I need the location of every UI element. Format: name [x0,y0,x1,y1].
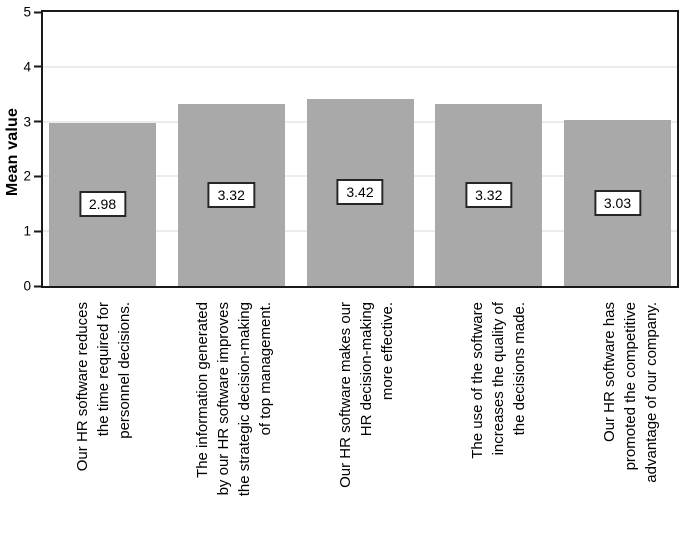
bar-3: 3.42 [306,98,414,286]
y-tick-mark [34,65,41,68]
gridline [43,66,677,68]
y-tick-label: 5 [23,4,31,20]
y-tick-mark [34,11,41,13]
x-axis-labels: Our HR software reduces the time require… [43,289,685,545]
x-category-cell: Our HR software reduces the time require… [49,289,156,545]
y-tick: 3 [5,115,41,128]
x-category-text: Our HR software has promoted the competi… [600,302,659,483]
bar-3-value-label: 3.42 [336,179,384,206]
y-tick: 5 [5,4,41,20]
x-category-text: The use of the software increases the qu… [468,302,528,459]
bar-5: 3.03 [564,119,671,286]
plot-area: 2.98 3.32 3.42 3.32 3.03 [41,10,679,288]
y-tick-label: 2 [23,168,31,184]
x-category-label-2: The information generated by our HR soft… [192,302,276,540]
x-category-cell: The use of the software increases the qu… [444,289,551,545]
bar-1-value-label: 2.98 [78,191,127,218]
x-category-text: Our HR software reduces the time require… [73,302,132,472]
y-tick-label: 1 [23,223,31,239]
x-category-label-5: Our HR software has promoted the competi… [588,302,672,540]
y-tick: 1 [5,223,41,239]
y-tick-mark [34,285,41,287]
y-tick-label: 4 [23,59,31,75]
bar-4-value-label: 3.32 [465,182,513,209]
y-tick-mark [34,120,41,123]
bar-4: 3.32 [435,104,543,286]
bars-group: 2.98 3.32 3.42 3.32 3.03 [43,12,677,286]
y-tick: 0 [5,278,41,294]
x-category-text: The information generated by our HR soft… [194,302,275,497]
x-category-cell: The information generated by our HR soft… [181,289,288,545]
x-category-label-1: Our HR software reduces the time require… [61,302,145,540]
bar-1: 2.98 [49,122,156,286]
x-category-text: Our HR software makes our HR decision-ma… [336,302,396,488]
y-tick-mark [34,175,41,178]
y-tick-mark [34,230,41,233]
bar-5-value-label: 3.03 [593,189,642,216]
y-tick: 4 [5,59,41,75]
bar-2-value-label: 3.32 [207,182,255,209]
x-category-label-4: The use of the software increases the qu… [456,302,540,540]
x-category-cell: Our HR software has promoted the competi… [576,289,683,545]
bar-2: 3.32 [177,104,285,286]
y-axis-ticks: 0 1 2 3 4 5 [0,5,41,293]
x-category-cell: Our HR software makes our HR decision-ma… [313,289,420,545]
x-category-label-3: Our HR software makes our HR decision-ma… [324,302,408,540]
y-tick: 2 [5,170,41,183]
y-tick-label: 0 [23,278,31,294]
y-tick-label: 3 [23,114,31,130]
